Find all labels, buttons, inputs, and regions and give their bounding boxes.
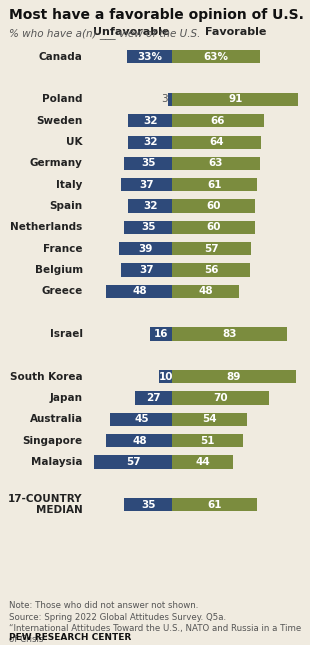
Bar	[124, 498, 172, 511]
Bar	[172, 50, 259, 63]
Text: Source: Spring 2022 Global Attitudes Survey. Q5a.: Source: Spring 2022 Global Attitudes Sur…	[9, 613, 226, 622]
Bar	[172, 434, 243, 447]
Text: 54: 54	[202, 414, 217, 424]
Bar	[121, 263, 172, 277]
Text: 48: 48	[198, 286, 213, 296]
Bar	[135, 392, 172, 404]
Text: 56: 56	[204, 265, 219, 275]
Text: 33%: 33%	[137, 52, 162, 62]
Bar	[172, 178, 257, 192]
Text: 32: 32	[143, 116, 157, 126]
Bar	[168, 93, 172, 106]
Text: 27: 27	[147, 393, 161, 403]
Text: 39: 39	[138, 244, 153, 253]
Text: 44: 44	[196, 457, 210, 467]
Bar	[159, 370, 172, 383]
Text: 32: 32	[143, 201, 157, 211]
Text: 70: 70	[214, 393, 228, 403]
Text: 16: 16	[154, 329, 169, 339]
Text: PEW RESEARCH CENTER: PEW RESEARCH CENTER	[9, 633, 131, 642]
Text: 37: 37	[140, 265, 154, 275]
Bar	[124, 221, 172, 234]
Text: % who have a(n) ___ view of the U.S.: % who have a(n) ___ view of the U.S.	[9, 28, 201, 39]
Text: 61: 61	[207, 500, 222, 510]
Text: 3: 3	[161, 94, 168, 104]
Text: 61: 61	[207, 180, 222, 190]
Bar	[172, 157, 259, 170]
Bar	[172, 392, 269, 404]
Bar	[172, 284, 239, 298]
Bar	[172, 413, 247, 426]
Text: 10: 10	[158, 372, 173, 382]
Bar	[172, 135, 261, 149]
Text: 89: 89	[227, 372, 241, 382]
Bar	[110, 413, 172, 426]
Text: 91: 91	[228, 94, 242, 104]
Bar	[172, 199, 255, 213]
Bar	[127, 50, 172, 63]
Bar	[128, 114, 172, 128]
Bar	[150, 328, 172, 341]
Text: Note: Those who did not answer not shown.: Note: Those who did not answer not shown…	[9, 601, 199, 610]
Text: 60: 60	[207, 223, 221, 232]
Text: Favorable: Favorable	[206, 26, 267, 37]
Bar	[172, 114, 264, 128]
Text: 35: 35	[141, 159, 156, 168]
Text: Unfavorable: Unfavorable	[93, 26, 169, 37]
Text: 35: 35	[141, 500, 156, 510]
Bar	[172, 328, 287, 341]
Bar	[172, 242, 251, 255]
Text: 32: 32	[143, 137, 157, 147]
Bar	[172, 221, 255, 234]
Text: 57: 57	[205, 244, 219, 253]
Text: 37: 37	[140, 180, 154, 190]
Text: 60: 60	[207, 201, 221, 211]
Text: 57: 57	[126, 457, 140, 467]
Bar	[128, 199, 172, 213]
Text: 35: 35	[141, 223, 156, 232]
Bar	[106, 434, 172, 447]
Text: “International Attitudes Toward the U.S., NATO and Russia in a Time
of Crisis”: “International Attitudes Toward the U.S.…	[9, 624, 302, 644]
Bar	[128, 135, 172, 149]
Text: 63: 63	[209, 159, 223, 168]
Text: 64: 64	[210, 137, 224, 147]
Text: Most have a favorable opinion of U.S.: Most have a favorable opinion of U.S.	[9, 8, 304, 23]
Text: 63%: 63%	[204, 52, 228, 62]
Bar	[172, 263, 250, 277]
Text: 66: 66	[211, 116, 225, 126]
Bar	[94, 455, 172, 468]
Bar	[172, 498, 257, 511]
Bar	[172, 93, 298, 106]
Text: 45: 45	[134, 414, 149, 424]
Bar	[172, 370, 295, 383]
Text: 48: 48	[132, 286, 147, 296]
Text: 51: 51	[201, 435, 215, 446]
Text: 48: 48	[132, 435, 147, 446]
Bar	[119, 242, 172, 255]
Bar	[121, 178, 172, 192]
Text: 83: 83	[223, 329, 237, 339]
Bar	[106, 284, 172, 298]
Bar	[172, 455, 233, 468]
Bar	[124, 157, 172, 170]
